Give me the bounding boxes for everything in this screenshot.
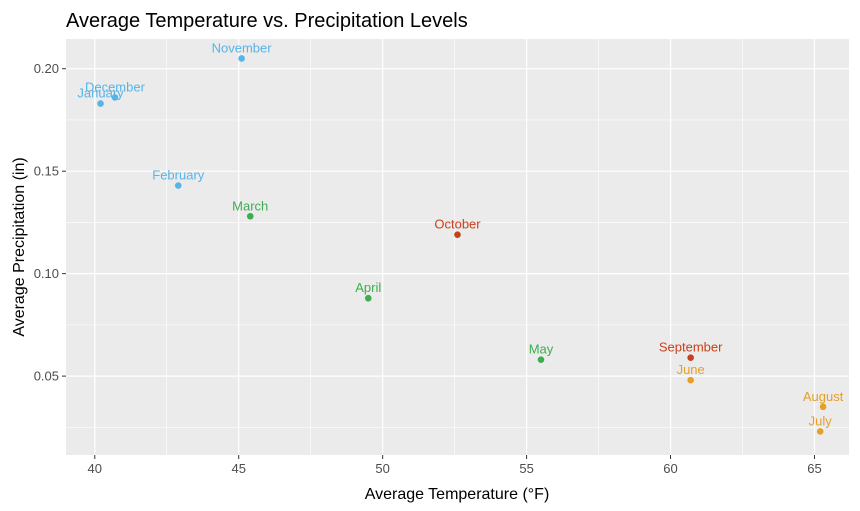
data-point-march bbox=[246, 212, 254, 220]
data-point-may bbox=[537, 356, 545, 364]
point-label-april: April bbox=[355, 280, 381, 295]
x-axis-title: Average Temperature (°F) bbox=[365, 486, 550, 503]
point-label-august: August bbox=[803, 389, 844, 404]
point-label-november: November bbox=[212, 40, 273, 55]
data-point-january bbox=[97, 100, 104, 107]
y-tick-label: 0.05 bbox=[34, 369, 59, 384]
point-label-september: September bbox=[659, 340, 723, 355]
x-axis: 40 45 50 55 60 65 bbox=[88, 455, 822, 476]
data-point-april bbox=[364, 294, 372, 302]
point-label-july: July bbox=[809, 413, 833, 428]
data-points bbox=[97, 55, 827, 435]
data-point-november bbox=[238, 55, 245, 62]
data-point-july bbox=[816, 428, 824, 435]
y-axis: 0.05 0.10 0.15 0.20 bbox=[34, 61, 66, 384]
x-tick-label: 55 bbox=[519, 461, 533, 476]
y-tick-label: 0.20 bbox=[34, 61, 59, 76]
point-label-january: January bbox=[77, 86, 124, 101]
data-point-august bbox=[819, 403, 827, 411]
y-tick-label: 0.15 bbox=[34, 164, 59, 179]
point-label-june: June bbox=[677, 362, 705, 377]
point-label-october: October bbox=[434, 217, 481, 232]
minor-gridlines bbox=[66, 39, 849, 455]
x-tick-label: 60 bbox=[663, 461, 677, 476]
plot-panel bbox=[66, 39, 849, 455]
data-point-december bbox=[111, 94, 119, 101]
x-tick-label: 40 bbox=[88, 461, 102, 476]
major-gridlines bbox=[66, 39, 849, 455]
data-point-february bbox=[174, 182, 182, 189]
x-tick-label: 65 bbox=[807, 461, 821, 476]
y-tick-label: 0.10 bbox=[34, 266, 59, 281]
point-label-march: March bbox=[232, 198, 268, 213]
point-label-february: February bbox=[152, 168, 205, 183]
point-label-may: May bbox=[529, 342, 554, 357]
data-point-october bbox=[454, 231, 461, 239]
data-point-september bbox=[687, 354, 694, 361]
point-label-december: December bbox=[85, 79, 146, 94]
x-tick-label: 50 bbox=[375, 461, 389, 476]
chart-title: Average Temperature vs. Precipitation Le… bbox=[66, 10, 468, 32]
x-tick-label: 45 bbox=[231, 461, 245, 476]
data-point-june bbox=[687, 376, 694, 384]
y-axis-title: Average Precipitation (in) bbox=[11, 157, 28, 336]
